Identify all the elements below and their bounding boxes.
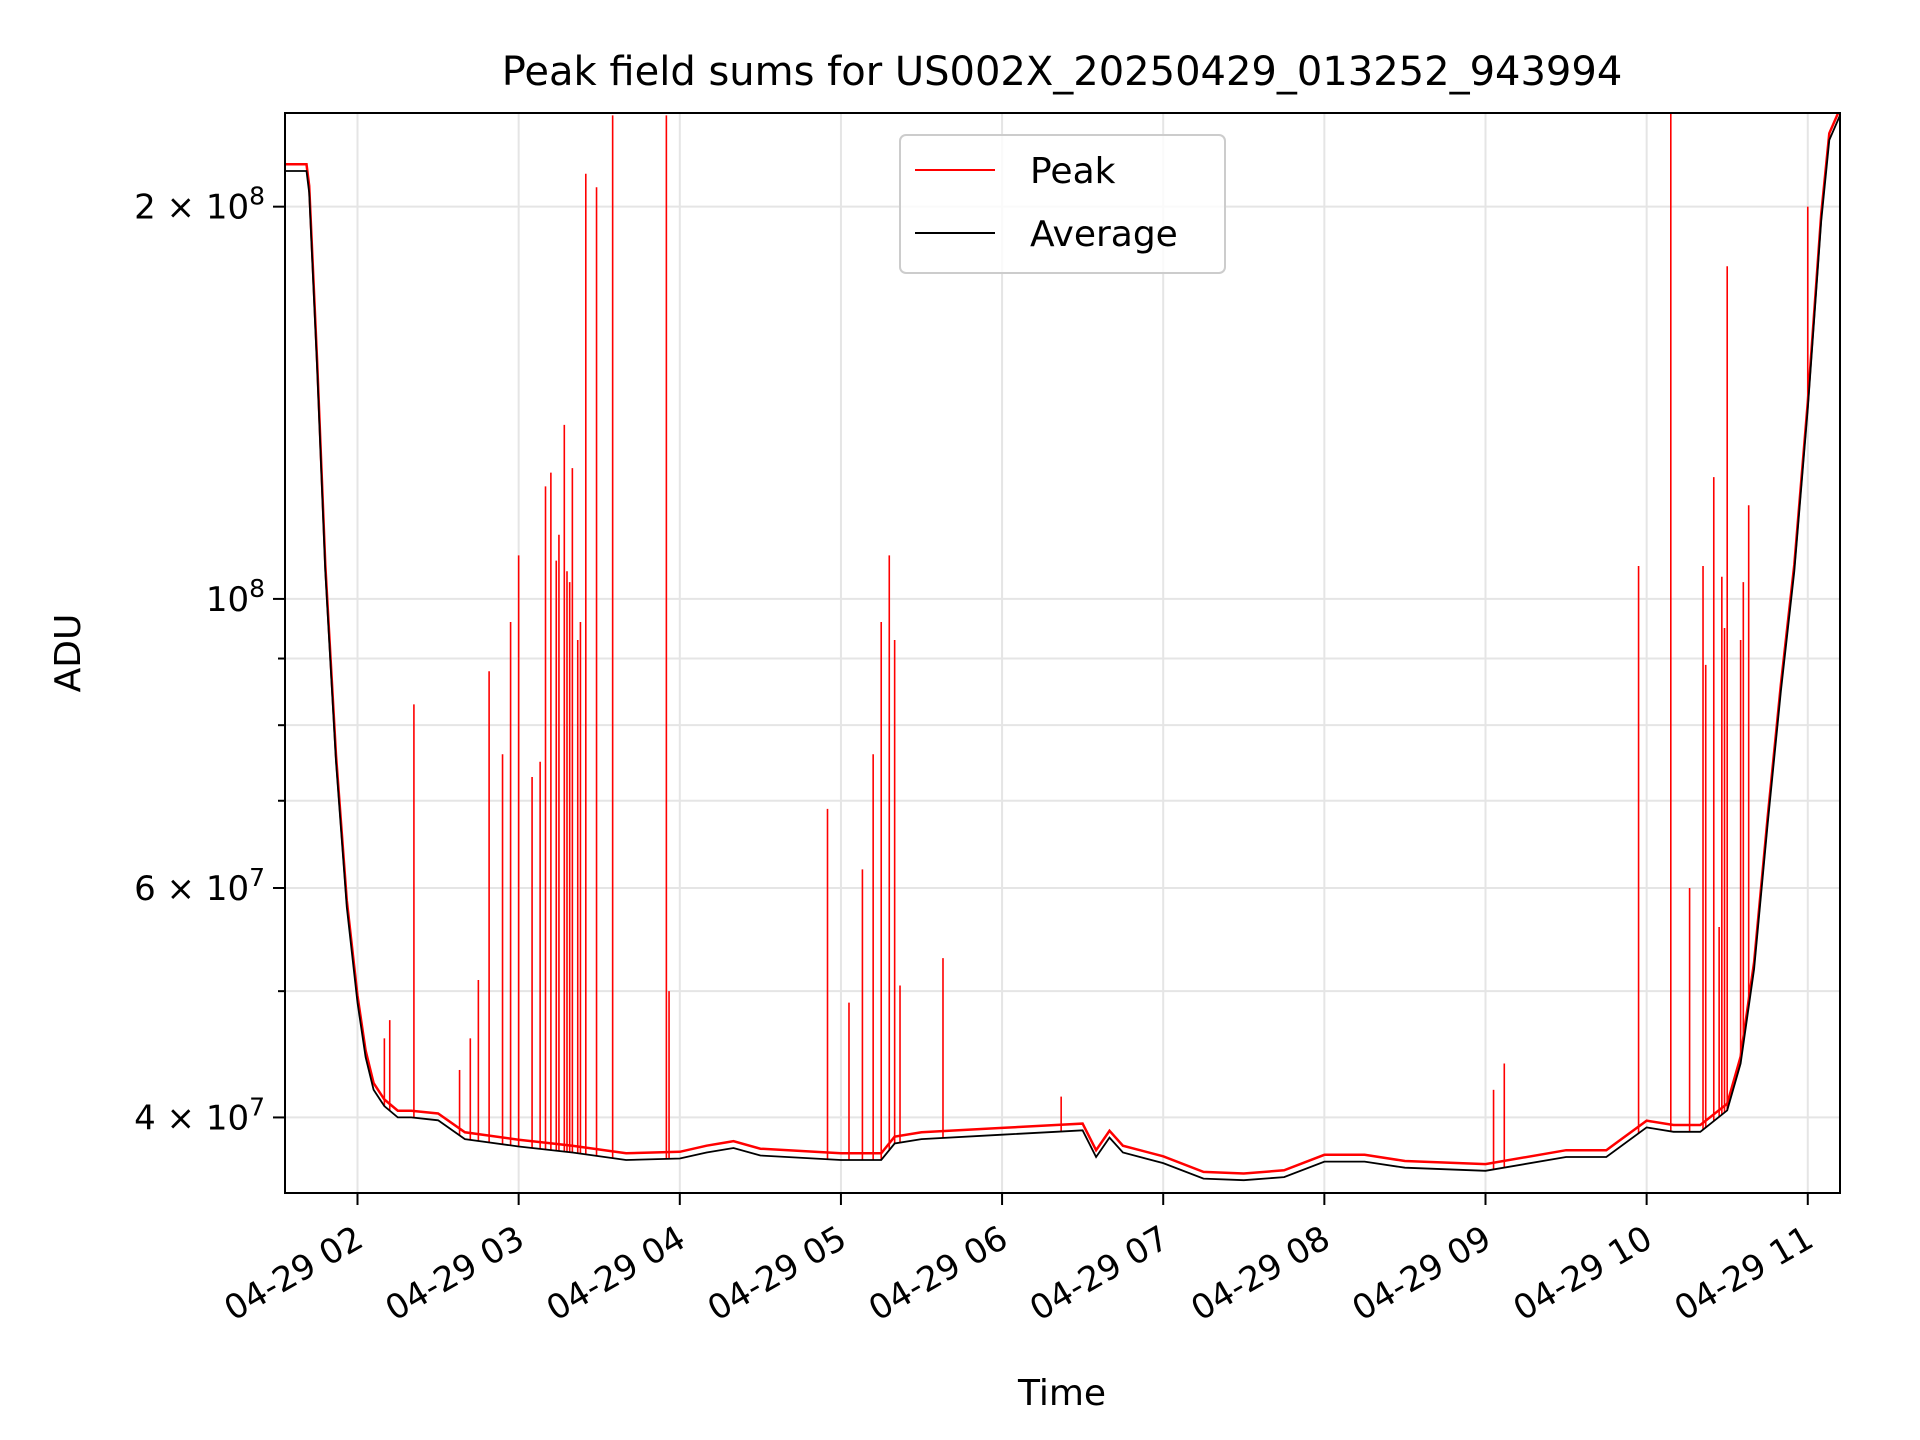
y-tick-label: 4 × 107 — [134, 1092, 265, 1138]
average-line — [285, 115, 1840, 1182]
peak-series — [285, 113, 1840, 1175]
y-tick-label: 2 × 108 — [134, 182, 265, 228]
y-tick-label: 6 × 107 — [134, 863, 265, 909]
x-axis-label: Time — [1017, 1373, 1106, 1414]
y-tick-label: 108 — [206, 574, 265, 620]
legend-label-average: Average — [1030, 214, 1178, 255]
legend-label-peak: Peak — [1030, 151, 1116, 192]
y-axis-label: ADU — [48, 614, 89, 693]
plot-frame — [284, 112, 1841, 1194]
average-series — [285, 115, 1840, 1182]
gridlines — [285, 113, 1840, 1193]
chart-title: Peak field sums for US002X_20250429_0132… — [502, 49, 1623, 95]
y-axis-ticks: 4 × 107 6 × 107 108 2 × 108 — [134, 182, 285, 1138]
legend: Peak Average — [899, 134, 1226, 274]
